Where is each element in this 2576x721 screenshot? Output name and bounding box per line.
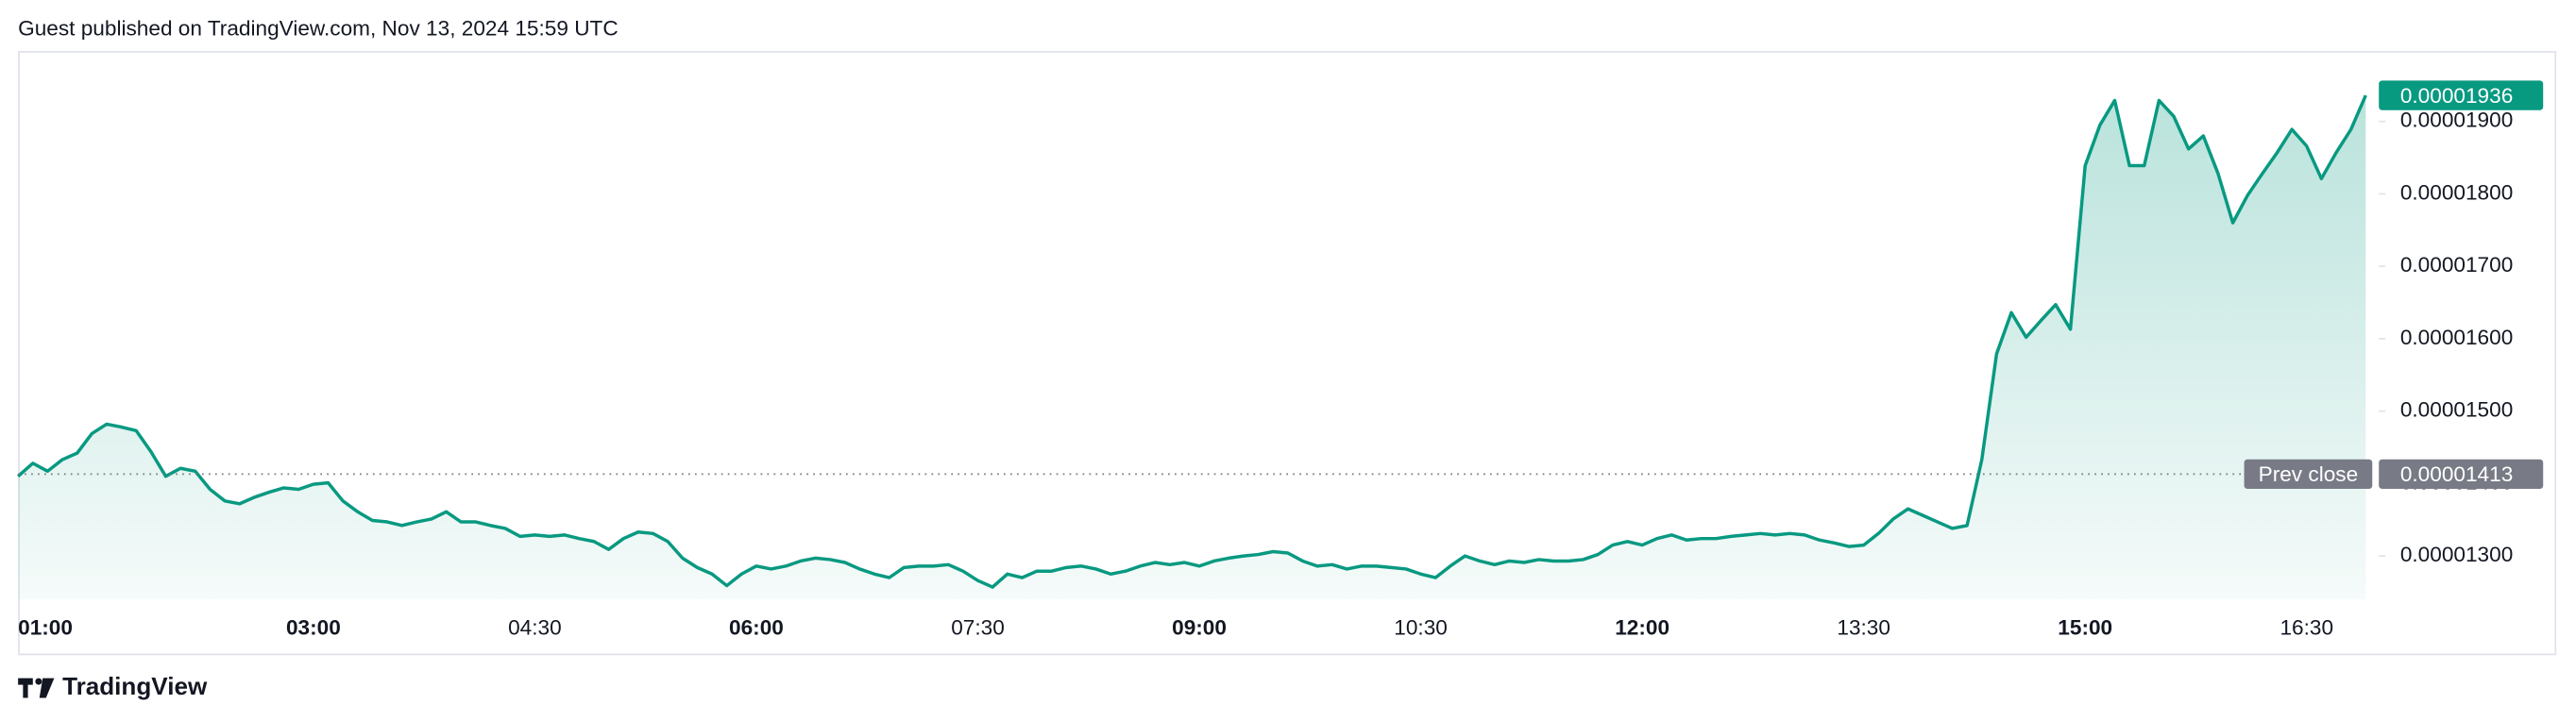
x-tick-label: 01:00 [18,615,73,639]
x-tick-label: 06:00 [729,615,784,639]
x-tick-label: 12:00 [1615,615,1669,639]
last-price-tag [2379,80,2544,110]
price-line [16,94,2367,589]
x-tick-label: 09:00 [1172,615,1227,639]
brand-name: TradingView [62,672,208,700]
x-tick-label: 10:30 [1394,615,1448,639]
chart-frame [18,51,2557,656]
y-tick-label: 0.00001900 [2400,109,2513,132]
y-tick-label: 0.00001800 [2400,180,2513,204]
x-tick-label: 15:00 [2058,615,2112,639]
x-tick-label: 13:30 [1837,615,1890,639]
x-tick-label: 07:30 [951,615,1005,639]
y-tick-label: 0.00001500 [2400,398,2513,422]
x-tick-label: 04:30 [508,615,562,639]
prev-close-value-tag [2379,459,2544,490]
y-tick-label: 0.00001700 [2400,253,2513,277]
header-text: Guest published on TradingView.com, Nov … [18,16,619,40]
brand-logo [18,678,55,698]
last-price-label: 0.00001936 [2400,84,2513,108]
x-tick-label: 16:30 [2279,615,2333,639]
prev-close-tag [2244,459,2373,490]
y-tick-label: 0.00001300 [2400,543,2513,566]
plot-area: 0.000013000.000014000.000015000.00001600… [16,80,2544,639]
prev-close-value: 0.00001413 [2400,462,2513,486]
area-fill [18,95,2366,600]
prev-close-label: Prev close [2259,462,2359,486]
x-tick-label: 03:00 [286,615,341,639]
y-tick-label: 0.00001600 [2400,326,2513,349]
